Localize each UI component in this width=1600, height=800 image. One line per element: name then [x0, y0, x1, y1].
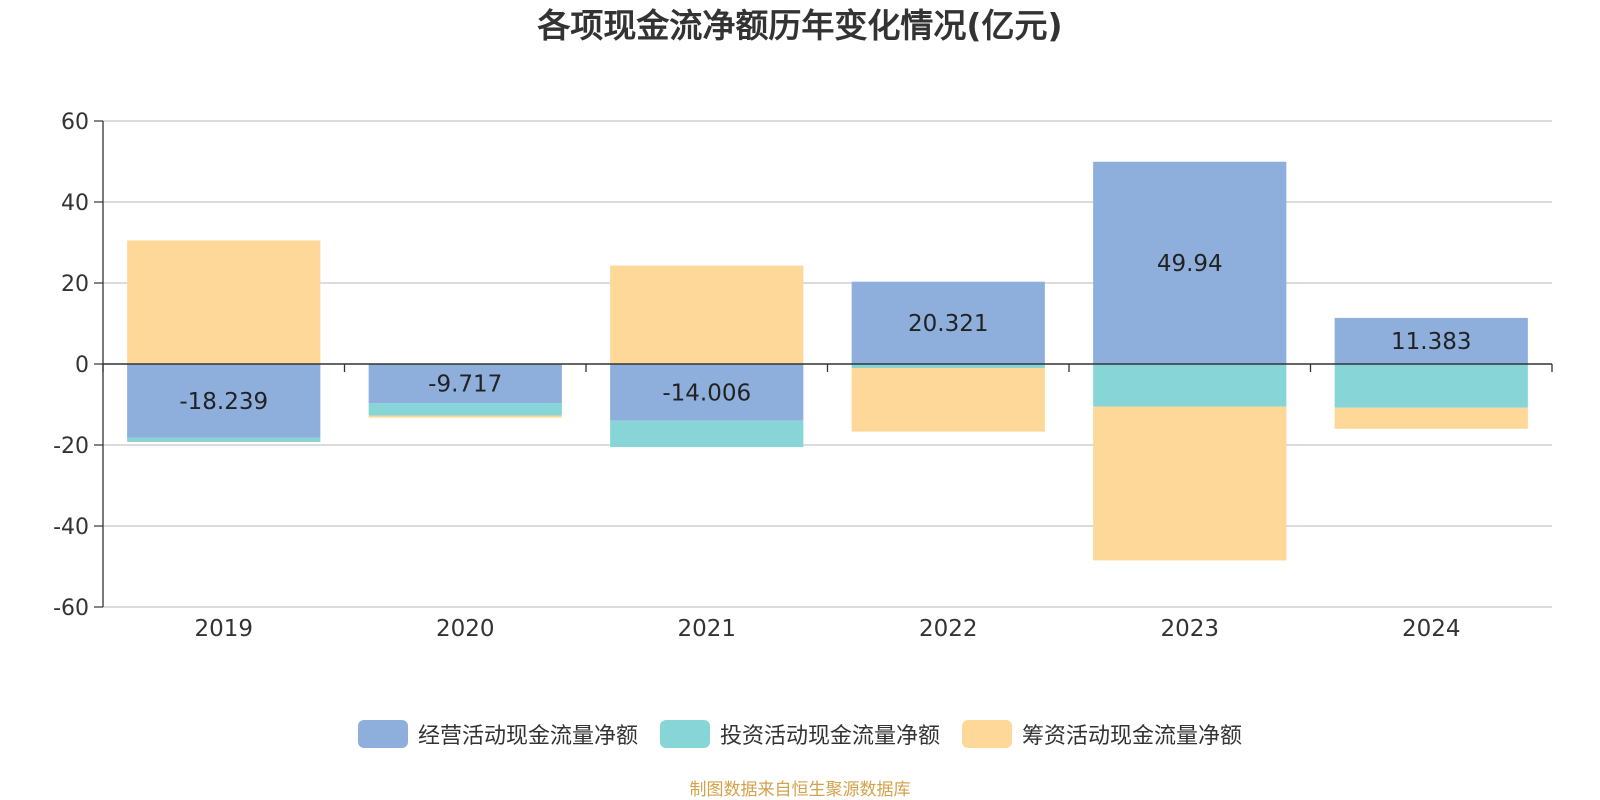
data-label: 11.383 — [1391, 329, 1471, 355]
legend-label: 筹资活动现金流量净额 — [1022, 724, 1243, 749]
data-label: -14.006 — [662, 380, 751, 406]
y-tick-label: 40 — [61, 191, 89, 216]
legend-label: 投资活动现金流量净额 — [719, 724, 940, 749]
chart-title: 各项现金流净额历年变化情况(亿元) — [537, 6, 1063, 45]
bar-1-2024 — [1334, 317, 1528, 364]
bar-2-2024 — [1334, 364, 1528, 408]
legend-swatch — [357, 720, 408, 748]
data-label: 20.321 — [908, 311, 988, 337]
bar-3-2022 — [851, 368, 1045, 432]
bar-3-2023 — [1093, 406, 1287, 561]
bar-3-2019 — [127, 240, 321, 364]
legend-item[interactable]: 投资活动现金流量净额 — [659, 718, 940, 750]
y-tick-label: 0 — [75, 353, 89, 378]
bar-2-2019 — [127, 437, 321, 442]
x-tick-label: 2020 — [436, 616, 495, 642]
y-tick-label: -20 — [53, 434, 89, 459]
legend-item[interactable]: 筹资活动现金流量净额 — [962, 718, 1242, 750]
bar-1-2023 — [1093, 161, 1287, 364]
x-tick-label: 2021 — [677, 616, 736, 642]
x-tick-label: 2024 — [1402, 616, 1461, 642]
bar-1-2022 — [851, 281, 1045, 364]
data-label: -9.717 — [428, 372, 502, 398]
bar-3-2024 — [1334, 407, 1528, 429]
bar-3-2021 — [610, 265, 804, 364]
bar-1-2020 — [368, 364, 562, 404]
grid-lines — [103, 120, 1552, 608]
legend: 经营活动现金流量净额 投资活动现金流量净额 筹资活动现金流量净额 — [0, 718, 1600, 750]
legend-item[interactable]: 经营活动现金流量净额 — [357, 718, 638, 750]
y-tick-label: 20 — [61, 272, 89, 297]
axes: 60 40 20 0 -20 -40 -60 2019 2020 2021 2022 2023 2024 — [53, 110, 1553, 642]
legend-swatch — [962, 720, 1012, 748]
legend-swatch — [659, 720, 710, 748]
data-label: 49.94 — [1157, 251, 1223, 277]
bar-2-2023 — [1093, 364, 1287, 407]
source-note: 制图数据来自恒生聚源数据库 — [689, 780, 911, 800]
x-tick-label: 2022 — [919, 616, 978, 642]
y-tick-label: -60 — [53, 596, 89, 621]
x-tick-label: 2023 — [1160, 616, 1219, 642]
bar-2-2020 — [368, 403, 562, 416]
data-labels: -18.239 -9.717 -14.006 20.321 49.94 11.383 — [179, 251, 1471, 415]
y-tick-label: -40 — [53, 515, 89, 540]
data-label: -18.239 — [179, 389, 268, 415]
bar-1-2019 — [127, 364, 321, 438]
x-tick-label: 2019 — [194, 616, 253, 642]
legend-label: 经营活动现金流量净额 — [417, 724, 638, 749]
bar-series — [127, 161, 1528, 561]
y-tick-label: 60 — [61, 110, 89, 135]
bar-2-2022 — [851, 364, 1045, 369]
bar-chart: 60 40 20 0 -20 -40 -60 2019 2020 2021 2022 2023 2024… — [53, 110, 1553, 642]
bar-3-2020 — [368, 415, 562, 418]
bar-2-2021 — [610, 420, 804, 448]
bar-1-2021 — [610, 364, 804, 421]
